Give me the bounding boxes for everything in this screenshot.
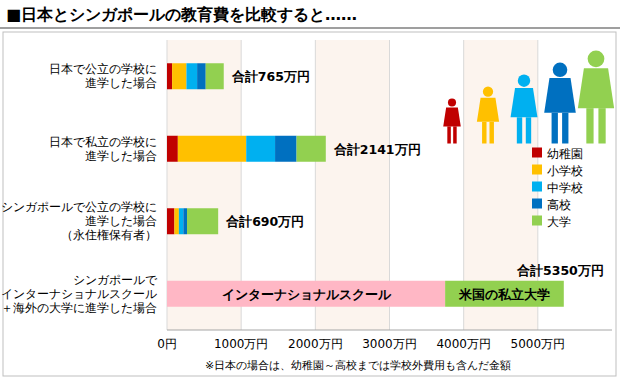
- silhouette-leg: [586, 108, 593, 143]
- silhouette-leg: [482, 122, 486, 144]
- bar-segment: [297, 136, 326, 162]
- bar-segment: [179, 208, 183, 234]
- category-line: 日本で私立の学校に: [49, 135, 157, 149]
- x-axis-line: [167, 330, 612, 331]
- bar-segment: [445, 281, 564, 307]
- silhouette-leg: [552, 113, 558, 144]
- legend-swatch: [532, 165, 542, 175]
- silhouette: [443, 99, 461, 144]
- bar-segment: [167, 136, 178, 162]
- silhouette-head: [518, 75, 530, 87]
- bar-segment: [178, 136, 246, 162]
- category-label: 日本で私立の学校に進学した場合: [49, 135, 157, 163]
- category-line: （永住権保有者）: [61, 228, 157, 242]
- silhouette-leg: [526, 117, 531, 143]
- silhouette-leg: [517, 117, 522, 143]
- silhouette-head: [448, 99, 456, 107]
- bar-segment: [187, 208, 218, 234]
- bar-segment: [167, 63, 172, 89]
- legend-swatch: [532, 148, 542, 158]
- title-rule: [0, 27, 620, 29]
- bar-segment: [275, 136, 297, 162]
- silhouette: [578, 51, 614, 144]
- bar-segment: [183, 208, 187, 234]
- legend-label: 大学: [547, 215, 571, 229]
- bars: [167, 63, 564, 307]
- tick-label: 5000万円: [511, 337, 566, 351]
- total-label: 合計5350万円: [516, 263, 604, 278]
- silhouette: [477, 87, 499, 144]
- title: ■日本とシンガポールの教育費を比較すると……: [6, 5, 357, 24]
- category-line: 進学した場合: [85, 76, 157, 90]
- bar-segment: [246, 136, 275, 162]
- category-line: インターナショナルスクール: [1, 287, 157, 301]
- legend-swatch: [532, 199, 542, 209]
- silhouette-body: [511, 88, 538, 117]
- chart: ■日本とシンガポールの教育費を比較すると…… 0円 1000万円 2000万円 3000…: [0, 0, 620, 379]
- silhouette-body: [443, 108, 461, 127]
- silhouette-body: [477, 98, 499, 122]
- silhouette-leg: [453, 126, 457, 143]
- category-line: 進学した場合: [85, 149, 157, 163]
- silhouette-body: [578, 68, 614, 108]
- category-label: 日本で公立の学校に進学した場合: [49, 62, 157, 90]
- bar-segment: [186, 63, 197, 89]
- silhouette: [544, 63, 576, 144]
- total-label: 合計765万円: [231, 69, 310, 84]
- bar-segment: [197, 63, 206, 89]
- legend-swatch: [532, 216, 542, 226]
- segment-label: 米国の私立大学: [458, 287, 550, 302]
- silhouette: [511, 75, 538, 144]
- silhouette-leg: [447, 126, 451, 143]
- legend-label: 幼稚園: [547, 147, 583, 161]
- bar-segment: [174, 208, 178, 234]
- category-line: シンガポールで: [73, 273, 158, 287]
- legend-label: 小学校: [547, 164, 583, 178]
- bar-segment: [167, 281, 445, 307]
- legend-label: 中学校: [547, 181, 583, 195]
- silhouette-leg: [562, 113, 568, 144]
- category-label: シンガポールで公立の学校に進学した場合（永住権保有者）: [1, 200, 157, 242]
- bar-segment: [167, 208, 174, 234]
- silhouette-head: [483, 87, 493, 97]
- total-label: 合計2141万円: [333, 142, 421, 157]
- bar-segment: [206, 63, 224, 89]
- category-line: 進学した場合: [85, 214, 157, 228]
- category-line: 日本で公立の学校に: [49, 62, 157, 76]
- total-label: 合計690万円: [225, 214, 304, 229]
- silhouette-head: [553, 63, 568, 78]
- silhouette-leg: [489, 122, 493, 144]
- footnote: ※日本の場合は、幼稚園～高校までは学校外費用も含んだ金額: [205, 359, 511, 372]
- category-line: シンガポールで公立の学校に: [1, 200, 157, 214]
- legend-swatch: [532, 182, 542, 192]
- silhouette-body: [544, 78, 576, 113]
- bar-segment: [172, 63, 186, 89]
- tick-label: 3000万円: [362, 337, 417, 351]
- category-label: シンガポールでインターナショナルスクール＋海外の大学に進学した場合: [1, 273, 158, 315]
- category-line: ＋海外の大学に進学した場合: [1, 301, 157, 315]
- tick-label: 4000万円: [436, 337, 491, 351]
- segment-label: インターナショナルスクール: [222, 287, 392, 302]
- tick-label: 1000万円: [214, 337, 269, 351]
- tick-label: 0円: [157, 337, 177, 351]
- tick-label: 2000万円: [288, 337, 343, 351]
- legend-label: 高校: [547, 198, 571, 212]
- silhouette-head: [588, 51, 605, 68]
- silhouette-leg: [598, 108, 605, 143]
